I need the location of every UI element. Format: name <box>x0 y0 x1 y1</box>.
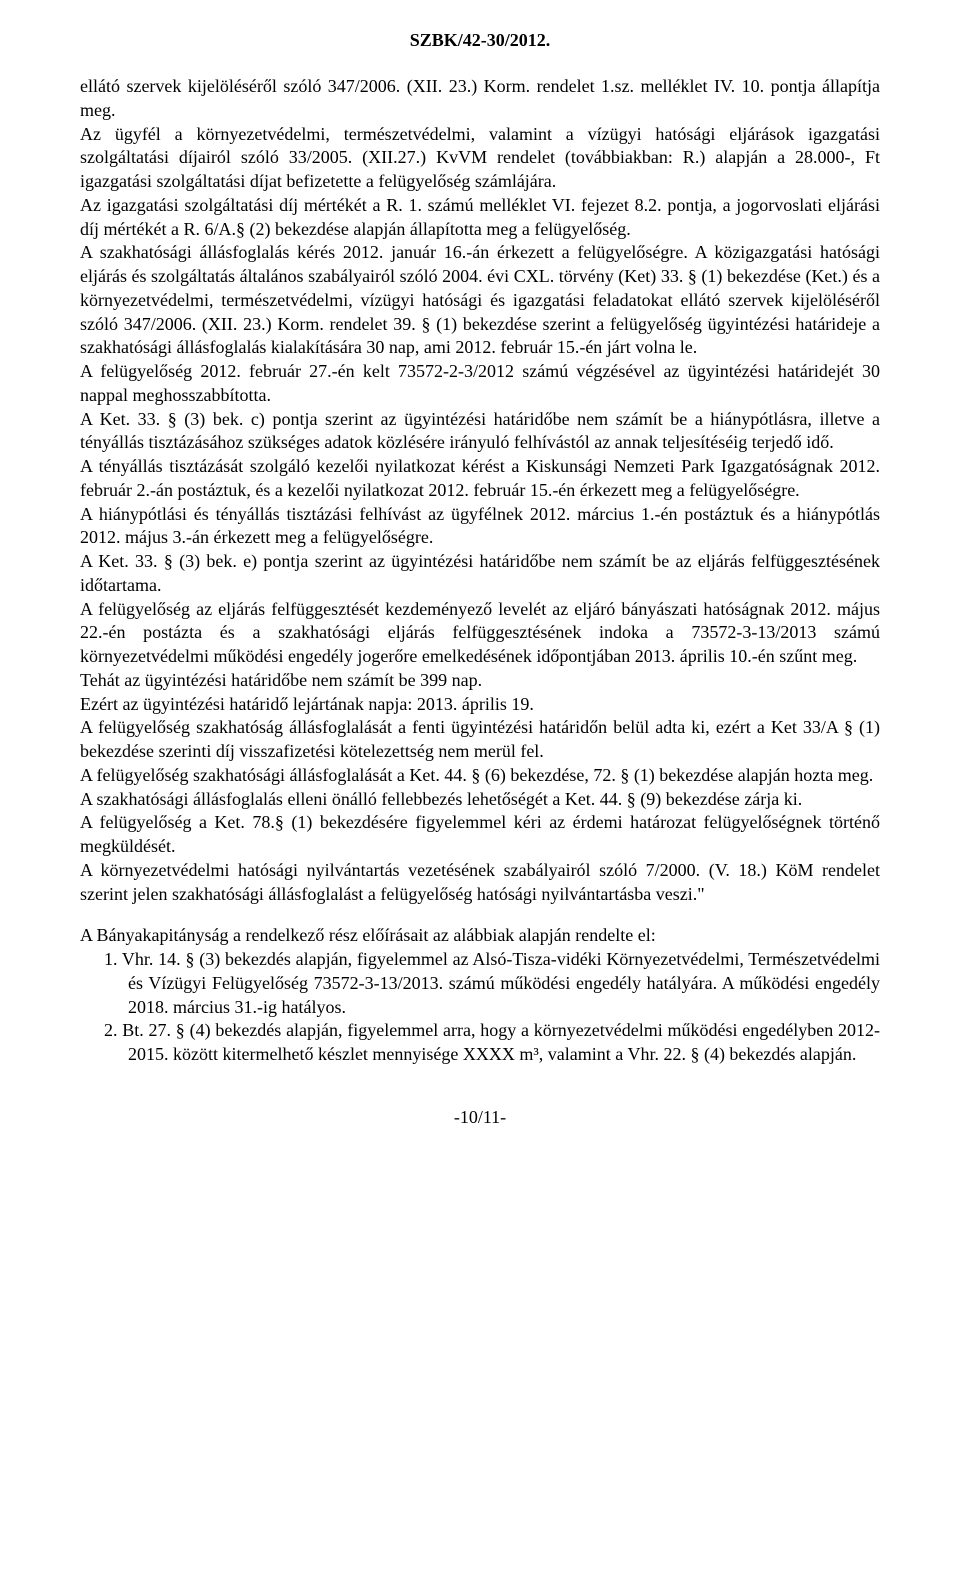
paragraph: ellátó szervek kijelöléséről szóló 347/2… <box>80 75 880 123</box>
paragraph: A felügyelőség szakhatóság állásfoglalás… <box>80 716 880 764</box>
paragraph: A felügyelőség 2012. február 27.-én kelt… <box>80 360 880 408</box>
paragraph: A hiánypótlási és tényállás tisztázási f… <box>80 503 880 551</box>
paragraph: A szakhatósági állásfoglalás kérés 2012.… <box>80 241 880 360</box>
paragraph: Ezért az ügyintézési határidő lejártának… <box>80 693 880 717</box>
page-number-footer: -10/11- <box>80 1107 880 1128</box>
paragraph: A felügyelőség az eljárás felfüggesztésé… <box>80 598 880 669</box>
paragraph: Az igazgatási szolgáltatási díj mértékét… <box>80 194 880 242</box>
paragraph: A szakhatósági állásfoglalás elleni önál… <box>80 788 880 812</box>
paragraph: A tényállás tisztázását szolgáló kezelői… <box>80 455 880 503</box>
ordered-list-item: 1. Vhr. 14. § (3) bekezdés alapján, figy… <box>80 948 880 1019</box>
paragraph: A Ket. 33. § (3) bek. e) pontja szerint … <box>80 550 880 598</box>
paragraph: A felügyelőség a Ket. 78.§ (1) bekezdésé… <box>80 811 880 859</box>
paragraph: A Ket. 33. § (3) bek. c) pontja szerint … <box>80 408 880 456</box>
case-number-header: SZBK/42-30/2012. <box>80 30 880 51</box>
paragraph: Az ügyfél a környezetvédelmi, természetv… <box>80 123 880 194</box>
document-body: ellátó szervek kijelöléséről szóló 347/2… <box>80 75 880 1067</box>
paragraph: A környezetvédelmi hatósági nyilvántartá… <box>80 859 880 907</box>
paragraph-intro-list: A Bányakapitányság a rendelkező rész elő… <box>80 924 880 948</box>
paragraph: Tehát az ügyintézési határidőbe nem szám… <box>80 669 880 693</box>
document-page: SZBK/42-30/2012. ellátó szervek kijelölé… <box>0 0 960 1168</box>
paragraph: A felügyelőség szakhatósági állásfoglalá… <box>80 764 880 788</box>
ordered-list-item: 2. Bt. 27. § (4) bekezdés alapján, figye… <box>80 1019 880 1067</box>
